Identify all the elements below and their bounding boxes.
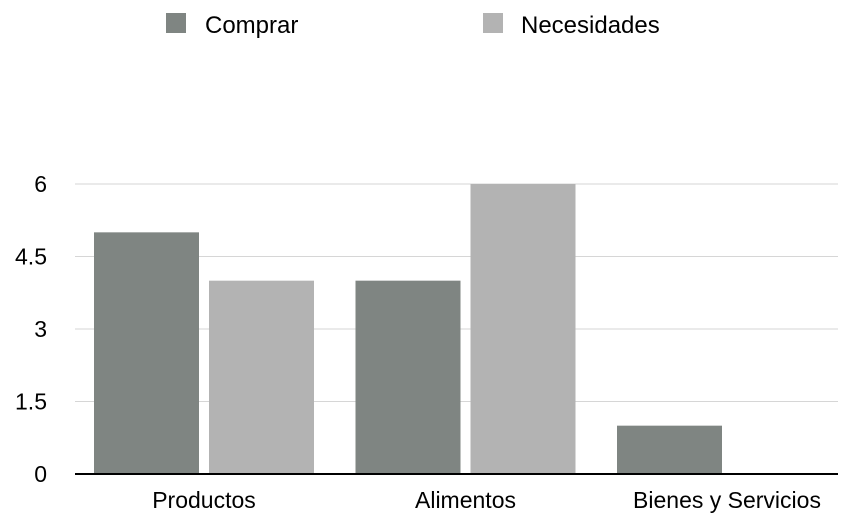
- y-tick-label: 4.5: [15, 244, 47, 270]
- y-tick-label: 6: [34, 171, 47, 197]
- bar-necesidades-0: [209, 280, 314, 474]
- y-tick-label: 0: [34, 461, 47, 487]
- x-axis-categories: Productos Alimentos Bienes y Servicios: [152, 487, 821, 513]
- bar-comprar-1: [355, 280, 461, 474]
- legend-label-comprar: Comprar: [205, 12, 298, 39]
- y-tick-label: 3: [34, 316, 47, 342]
- bar-comprar-2: [617, 425, 722, 474]
- legend-swatch-comprar: [166, 13, 186, 33]
- legend-label-necesidades: Necesidades: [521, 12, 660, 39]
- bars: [94, 184, 722, 474]
- bar-comprar-0: [94, 232, 199, 474]
- bar-necesidades-1: [470, 184, 576, 474]
- x-category-label: Alimentos: [415, 487, 516, 513]
- y-tick-label: 1.5: [15, 389, 47, 415]
- y-axis-ticks: 0 1.5 3 4.5 6: [15, 171, 47, 487]
- legend-swatch-necesidades: [483, 13, 503, 33]
- x-category-label: Bienes y Servicios: [633, 487, 821, 513]
- x-category-label: Productos: [152, 487, 256, 513]
- chart-legend: Comprar Necesidades: [166, 12, 660, 39]
